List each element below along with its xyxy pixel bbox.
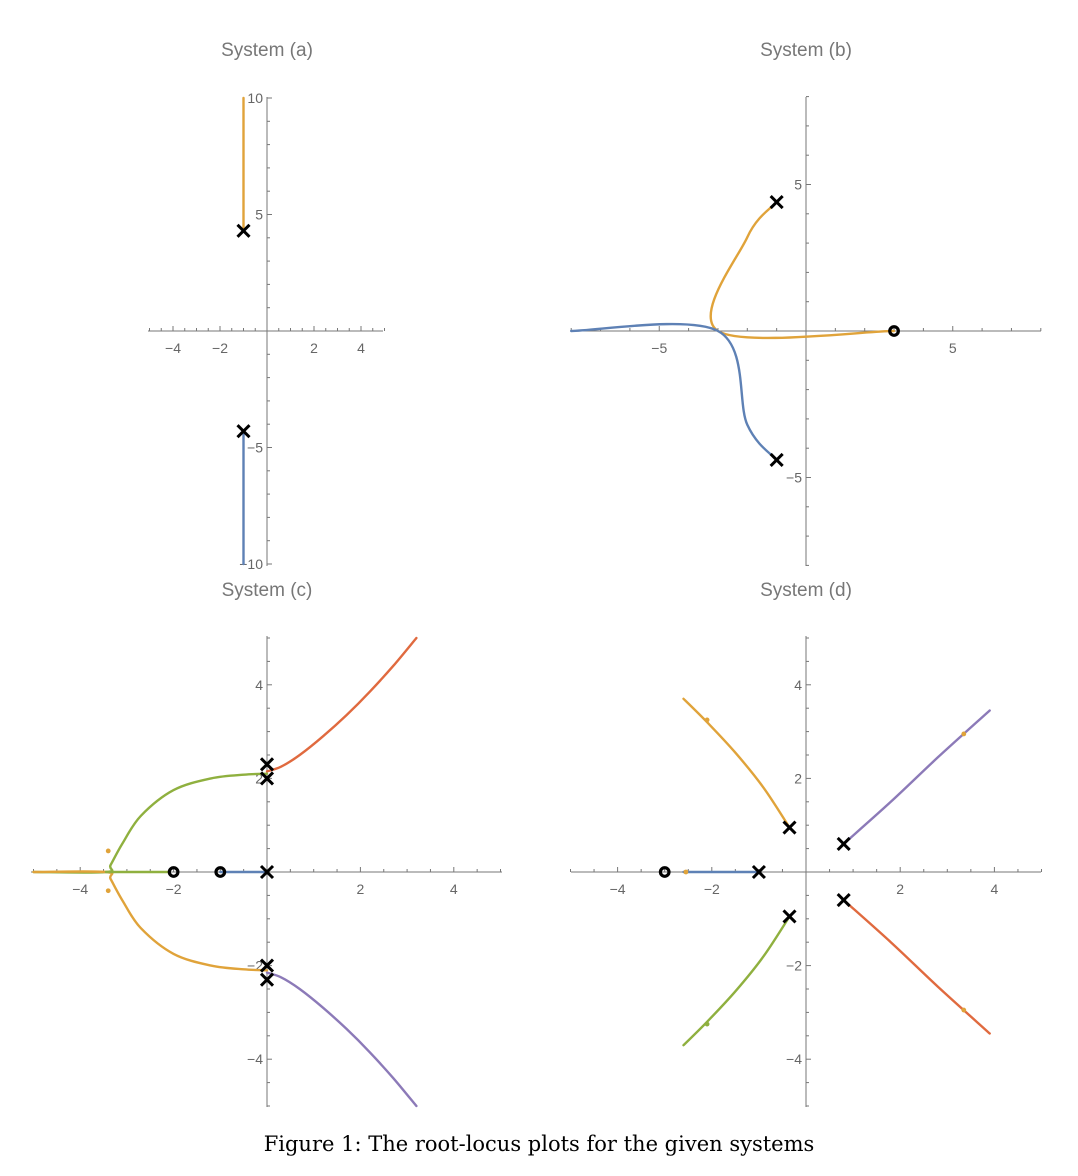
locus-branch-green [682,915,791,1047]
x-tick-label: 4 [991,881,999,897]
pole-marker [259,757,275,772]
x-tick-label: −5 [651,340,667,356]
panel-title: System (d) [760,580,852,601]
locus-point [961,731,967,737]
locus-point [961,1007,967,1013]
panel-title: System (b) [760,40,852,61]
x-tick-label: 2 [896,881,904,897]
locus-point [704,717,710,723]
locus-point [683,869,689,875]
pole-marker [236,223,251,238]
x-tick-label: −2 [212,340,228,356]
y-tick-label: 2 [794,770,802,786]
pole-marker [236,424,251,439]
pole-marker [769,452,784,467]
y-tick-label: 4 [794,677,802,693]
figure: System (a) −4 −2 2 4 −10 −5 5 10 System (b) −5 5 −5 5… [31,40,1042,1108]
locus-branch-purple [265,971,418,1108]
figure-caption: Figure 1: The root-locus plots for the g… [263,1132,815,1156]
pole-marker [259,771,275,786]
zero-marker [658,866,671,878]
pole-marker [769,195,784,210]
y-tick-label: −5 [247,440,263,456]
locus-branch-orange [709,200,896,340]
x-tick-label: −4 [610,881,626,897]
panel-title: System (a) [221,40,313,61]
x-tick-label: −2 [704,881,720,897]
y-tick-label: 2 [255,770,263,786]
pole-marker [836,893,851,908]
x-tick-label: −4 [72,881,88,897]
locus-branch-orange [682,697,791,829]
locus-branch-orange [32,870,269,972]
y-tick-label: −4 [786,1051,802,1067]
x-tick-label: 4 [357,340,365,356]
pole-marker [259,864,275,880]
y-tick-label: −2 [786,958,802,974]
locus-point [704,1021,710,1027]
locus-branch-blue [570,322,778,462]
x-tick-label: 2 [310,340,318,356]
x-tick-label: −2 [166,881,182,897]
y-tick-label: −10 [239,556,263,572]
locus-branch-green [32,772,269,874]
locus-point [105,888,111,894]
panel-a: System (a) −4 −2 2 4 −10 −5 5 10 [148,40,385,572]
pole-marker [259,958,275,973]
y-tick-label: 5 [255,207,263,223]
zero-marker [214,866,227,878]
y-tick-label: −5 [786,470,802,486]
pole-marker [782,820,797,835]
y-tick-label: 4 [255,677,263,693]
x-tick-label: 5 [949,340,957,356]
y-tick-label: 10 [247,90,263,106]
locus-branch-purple [842,709,991,846]
pole-marker [836,836,851,851]
locus-branch-red [265,636,418,773]
pole-marker [782,909,797,924]
locus-point [105,848,111,854]
zero-marker [888,325,900,337]
y-tick-label: 5 [794,177,802,193]
x-tick-label: −4 [165,340,181,356]
x-tick-label: 4 [450,881,458,897]
panel-c: System (c)−4 −2 2 4−4−224 [31,580,502,1108]
x-tick-label: 2 [357,881,365,897]
locus-branch-red [842,898,991,1035]
panel-b: System (b) −5 5 −5 5 [570,40,1042,566]
zero-marker [167,866,180,878]
y-tick-label: −4 [247,1051,263,1067]
panel-d: System (d) −4 −2 2 4 −4 −2 2 4 [570,580,1042,1107]
pole-marker [259,972,275,987]
pole-marker [751,864,766,880]
panel-title: System (c) [222,580,313,601]
